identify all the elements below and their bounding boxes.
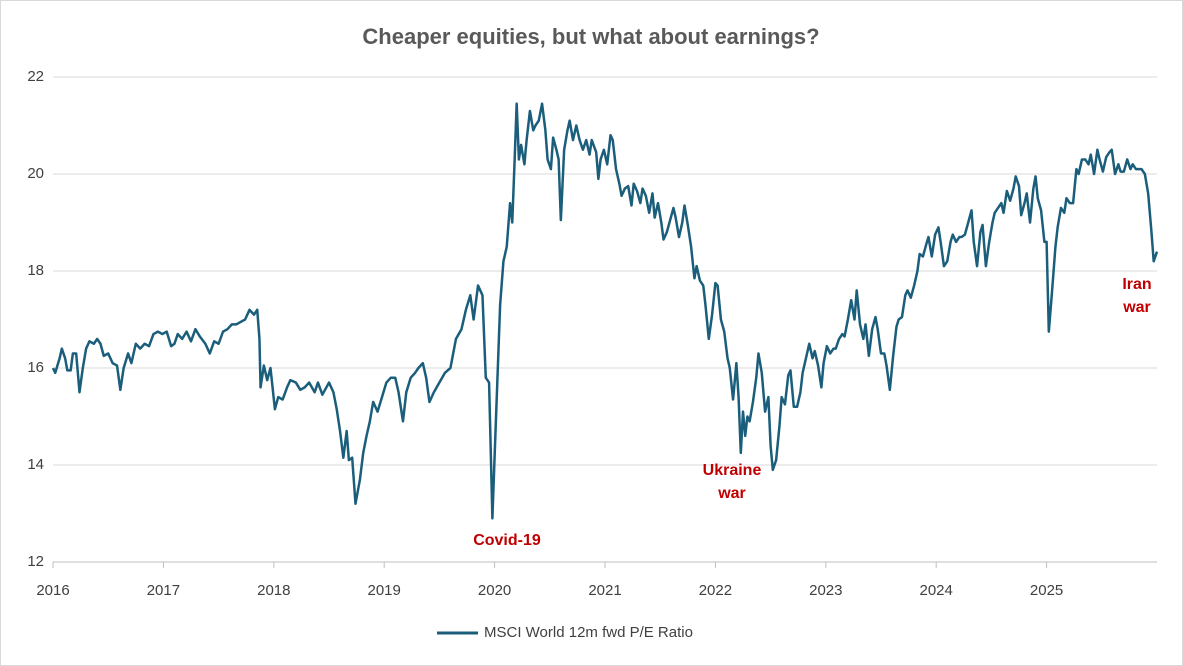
- x-tick-label: 2018: [257, 582, 290, 599]
- annotation: Ukraine: [703, 462, 762, 479]
- x-tick-label: 2022: [699, 582, 732, 599]
- x-tick-label: 2019: [368, 582, 401, 599]
- data-line: [51, 102, 1159, 520]
- x-tick-label: 2024: [920, 582, 953, 599]
- x-tick-label: 2017: [147, 582, 180, 599]
- chart-title: Cheaper equities, but what about earning…: [362, 24, 819, 49]
- y-tick-label: 22: [27, 68, 44, 85]
- x-tick-label: 2025: [1030, 582, 1063, 599]
- annotation: Covid-19: [473, 532, 541, 549]
- annotation: war: [717, 485, 746, 502]
- annotation: Iran: [1122, 276, 1151, 293]
- x-tick-label: 2020: [478, 582, 511, 599]
- y-tick-label: 16: [27, 359, 44, 376]
- x-tick-label: 2016: [36, 582, 69, 599]
- y-tick-label: 20: [27, 165, 44, 182]
- legend-label: MSCI World 12m fwd P/E Ratio: [484, 624, 693, 641]
- x-tick-label: 2021: [588, 582, 621, 599]
- x-tick-label: 2023: [809, 582, 842, 599]
- y-tick-label: 14: [27, 456, 44, 473]
- y-tick-label: 18: [27, 262, 44, 279]
- annotation: war: [1122, 299, 1151, 316]
- y-tick-label: 12: [27, 553, 44, 570]
